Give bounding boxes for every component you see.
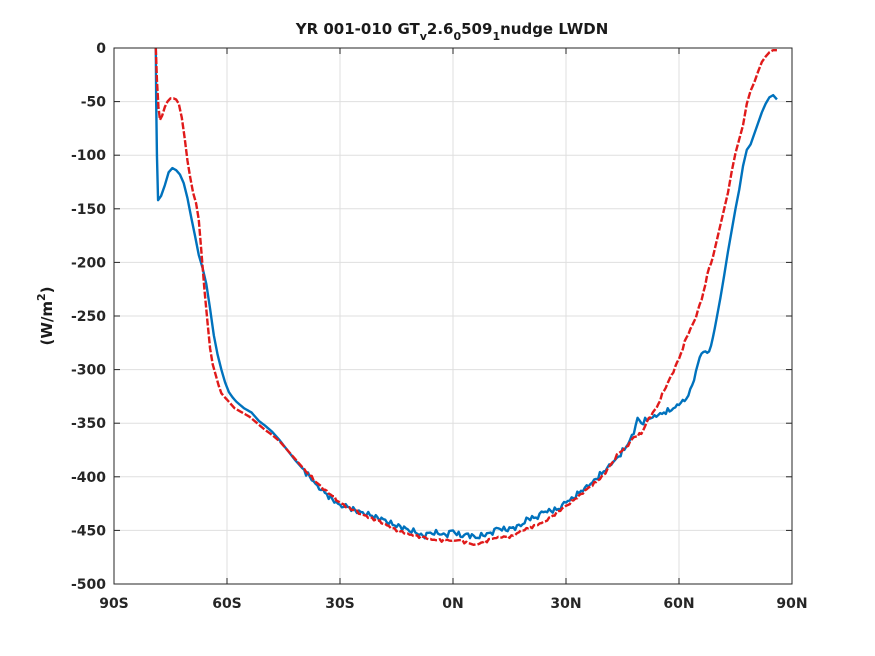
x-tick-label: 30N — [550, 596, 581, 612]
x-tick-label: 90S — [99, 596, 129, 612]
grid-lines — [113, 47, 793, 585]
series-line-blue — [154, 47, 778, 540]
y-tick-label: -150 — [71, 202, 106, 218]
x-tick-label: 90N — [776, 596, 807, 612]
x-tick-label: 0N — [442, 596, 463, 612]
y-tick-label: -50 — [81, 95, 107, 111]
chart-title: YR 001-010 GTv2.605091nudge LWDN — [295, 20, 609, 43]
series-line-red — [154, 47, 777, 547]
y-tick-label: -250 — [71, 309, 106, 325]
series-layer — [154, 47, 778, 547]
y-tick-label: -450 — [71, 523, 106, 539]
x-axis: 90S 60S 30S 0N 30N 60N 90N — [99, 48, 808, 612]
y-tick-label: 0 — [96, 41, 106, 57]
y-tick-label: -200 — [71, 255, 106, 271]
y-tick-label: -100 — [71, 148, 106, 164]
y-tick-label: -300 — [71, 363, 106, 379]
x-tick-label: 60N — [663, 596, 694, 612]
x-tick-label: 60S — [212, 596, 242, 612]
y-tick-label: -500 — [71, 577, 106, 593]
x-tick-label: 30S — [325, 596, 355, 612]
y-axis-label: (W/m2) — [35, 286, 56, 345]
y-tick-label: -350 — [71, 416, 106, 432]
y-axis: 0 -50 -100 -150 -200 -250 -300 -350 -400 -450 -500 — [71, 41, 792, 593]
y-tick-label: -400 — [71, 470, 106, 486]
